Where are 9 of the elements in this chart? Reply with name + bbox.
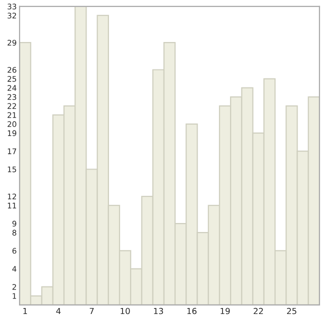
x-tick-label: 25 bbox=[287, 308, 296, 314]
x-tick-label: 19 bbox=[220, 308, 230, 314]
x-tick-label: 13 bbox=[154, 308, 164, 314]
x-tick-label: 7 bbox=[90, 308, 94, 314]
x-tick-label: 22 bbox=[254, 308, 263, 314]
x-tick-label: 16 bbox=[187, 308, 197, 314]
x-tick-label: 10 bbox=[120, 308, 130, 314]
x-tick-label: 4 bbox=[56, 308, 61, 314]
x-tick-label: 1 bbox=[23, 308, 27, 314]
